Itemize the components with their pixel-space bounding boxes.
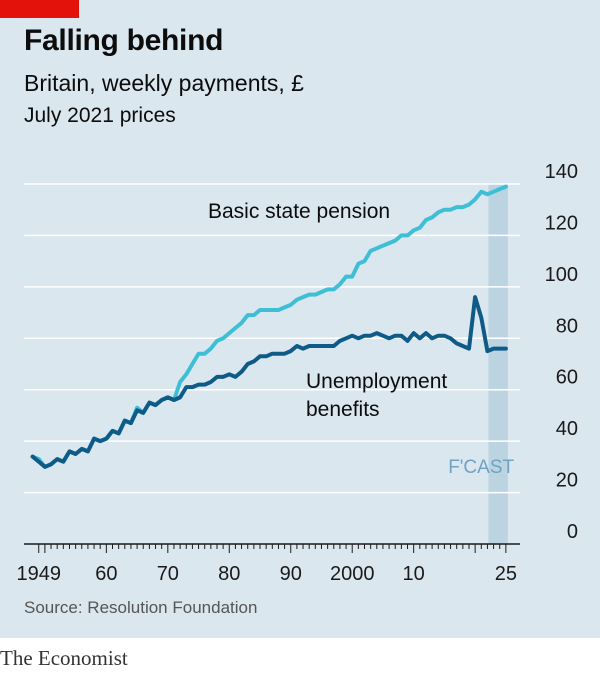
x-tick-label: 25 — [495, 563, 517, 585]
gridlines — [24, 183, 520, 494]
y-tick-label: 120 — [545, 212, 578, 234]
chart-title: Falling behind — [24, 24, 224, 57]
x-tick-label: 80 — [218, 563, 240, 585]
series-lines — [30, 184, 508, 469]
forecast-label: F'CAST — [448, 457, 514, 478]
x-tick-label: 10 — [403, 563, 425, 585]
y-tick-label: 20 — [556, 470, 578, 492]
chart-unit-note: July 2021 prices — [24, 104, 176, 127]
y-tick-label: 140 — [545, 161, 578, 183]
brand-red-tag — [0, 0, 79, 18]
x-tick-label: 70 — [157, 563, 179, 585]
x-axis: 1949 60 70 80 90 2000 10 25 — [17, 543, 520, 585]
pension-series-label: Basic state pension — [208, 200, 390, 223]
y-tick-label: 40 — [556, 418, 578, 440]
economist-logo: The Economist — [0, 646, 128, 670]
x-tick-label: 2000 — [330, 563, 375, 585]
y-tick-label: 100 — [545, 264, 578, 286]
y-tick-label: 0 — [567, 521, 578, 543]
pension-line — [30, 184, 508, 469]
unemployment-series-label-line1: Unemployment — [306, 370, 447, 393]
y-tick-label: 60 — [556, 367, 578, 389]
unemployment-series-label-line2: benefits — [306, 398, 380, 421]
x-tick-label: 90 — [280, 563, 302, 585]
forecast-band — [488, 184, 508, 544]
y-axis-ticks: 20 40 60 80 100 120 140 0 — [545, 161, 578, 543]
x-tick-label: 1949 — [17, 563, 62, 585]
unemployment-line — [30, 295, 508, 469]
x-tick-label: 60 — [95, 563, 117, 585]
source-note: Source: Resolution Foundation — [24, 598, 258, 617]
chart-subtitle: Britain, weekly payments, £ — [24, 70, 304, 96]
y-tick-label: 80 — [556, 315, 578, 337]
